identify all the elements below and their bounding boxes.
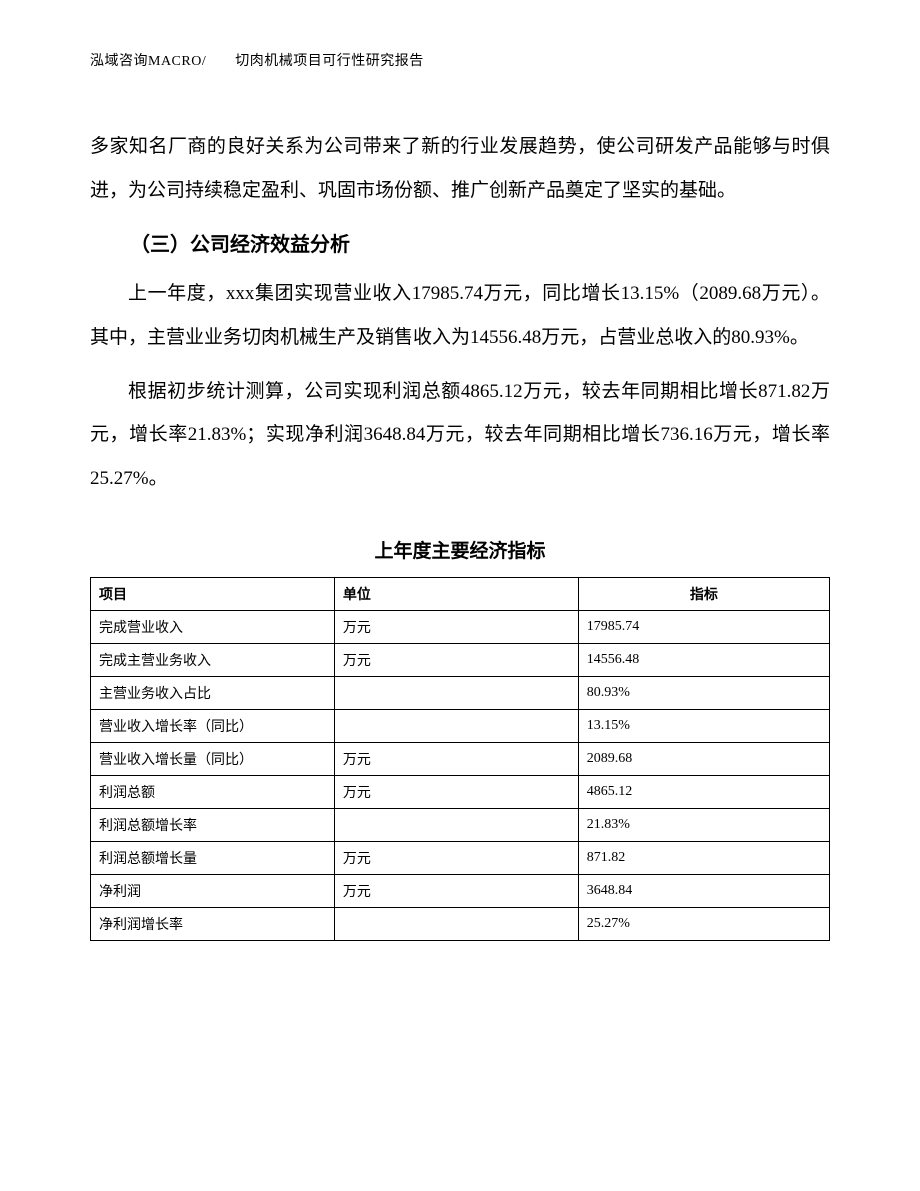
table-row: 利润总额增长量 万元 871.82 [91, 841, 830, 874]
table-cell [334, 676, 578, 709]
table-row: 营业收入增长率（同比） 13.15% [91, 709, 830, 742]
economic-indicators-table: 项目 单位 指标 完成营业收入 万元 17985.74 完成主营业务收入 万元 … [90, 577, 830, 941]
table-cell: 万元 [334, 841, 578, 874]
paragraph-2: 上一年度，xxx集团实现营业收入17985.74万元，同比增长13.15%（20… [90, 272, 830, 359]
table-cell: 利润总额增长率 [91, 808, 335, 841]
table-cell: 营业收入增长量（同比） [91, 742, 335, 775]
table-cell [334, 907, 578, 940]
table-cell: 万元 [334, 775, 578, 808]
table-row: 营业收入增长量（同比） 万元 2089.68 [91, 742, 830, 775]
table-row: 利润总额 万元 4865.12 [91, 775, 830, 808]
table-cell: 871.82 [578, 841, 829, 874]
table-header-cell: 项目 [91, 577, 335, 610]
table-cell: 万元 [334, 643, 578, 676]
table-cell: 万元 [334, 742, 578, 775]
document-page: 泓域咨询MACRO/ 切肉机械项目可行性研究报告 多家知名厂商的良好关系为公司带… [0, 0, 920, 1001]
table-cell: 利润总额增长量 [91, 841, 335, 874]
table-cell: 3648.84 [578, 874, 829, 907]
table-body: 完成营业收入 万元 17985.74 完成主营业务收入 万元 14556.48 … [91, 610, 830, 940]
table-cell: 完成主营业务收入 [91, 643, 335, 676]
table-header-row: 项目 单位 指标 [91, 577, 830, 610]
table-cell [334, 808, 578, 841]
table-cell: 净利润增长率 [91, 907, 335, 940]
table-title: 上年度主要经济指标 [90, 536, 830, 563]
table-cell: 万元 [334, 610, 578, 643]
table-cell: 2089.68 [578, 742, 829, 775]
table-cell: 利润总额 [91, 775, 335, 808]
table-cell: 万元 [334, 874, 578, 907]
table-cell: 80.93% [578, 676, 829, 709]
table-row: 净利润增长率 25.27% [91, 907, 830, 940]
table-cell: 25.27% [578, 907, 829, 940]
table-cell: 14556.48 [578, 643, 829, 676]
table-header-cell: 单位 [334, 577, 578, 610]
table-cell: 21.83% [578, 808, 829, 841]
paragraph-3: 根据初步统计测算，公司实现利润总额4865.12万元，较去年同期相比增长871.… [90, 370, 830, 501]
table-cell [334, 709, 578, 742]
table-row: 完成营业收入 万元 17985.74 [91, 610, 830, 643]
table-row: 完成主营业务收入 万元 14556.48 [91, 643, 830, 676]
table-cell: 主营业务收入占比 [91, 676, 335, 709]
table-cell: 营业收入增长率（同比） [91, 709, 335, 742]
paragraph-1: 多家知名厂商的良好关系为公司带来了新的行业发展趋势，使公司研发产品能够与时俱进，… [90, 125, 830, 212]
table-cell: 净利润 [91, 874, 335, 907]
table-cell: 4865.12 [578, 775, 829, 808]
page-header: 泓域咨询MACRO/ 切肉机械项目可行性研究报告 [90, 50, 830, 70]
table-row: 净利润 万元 3648.84 [91, 874, 830, 907]
table-cell: 17985.74 [578, 610, 829, 643]
table-cell: 完成营业收入 [91, 610, 335, 643]
table-row: 利润总额增长率 21.83% [91, 808, 830, 841]
table-cell: 13.15% [578, 709, 829, 742]
table-row: 主营业务收入占比 80.93% [91, 676, 830, 709]
table-header-cell: 指标 [578, 577, 829, 610]
section-title: （三）公司经济效益分析 [90, 222, 830, 268]
